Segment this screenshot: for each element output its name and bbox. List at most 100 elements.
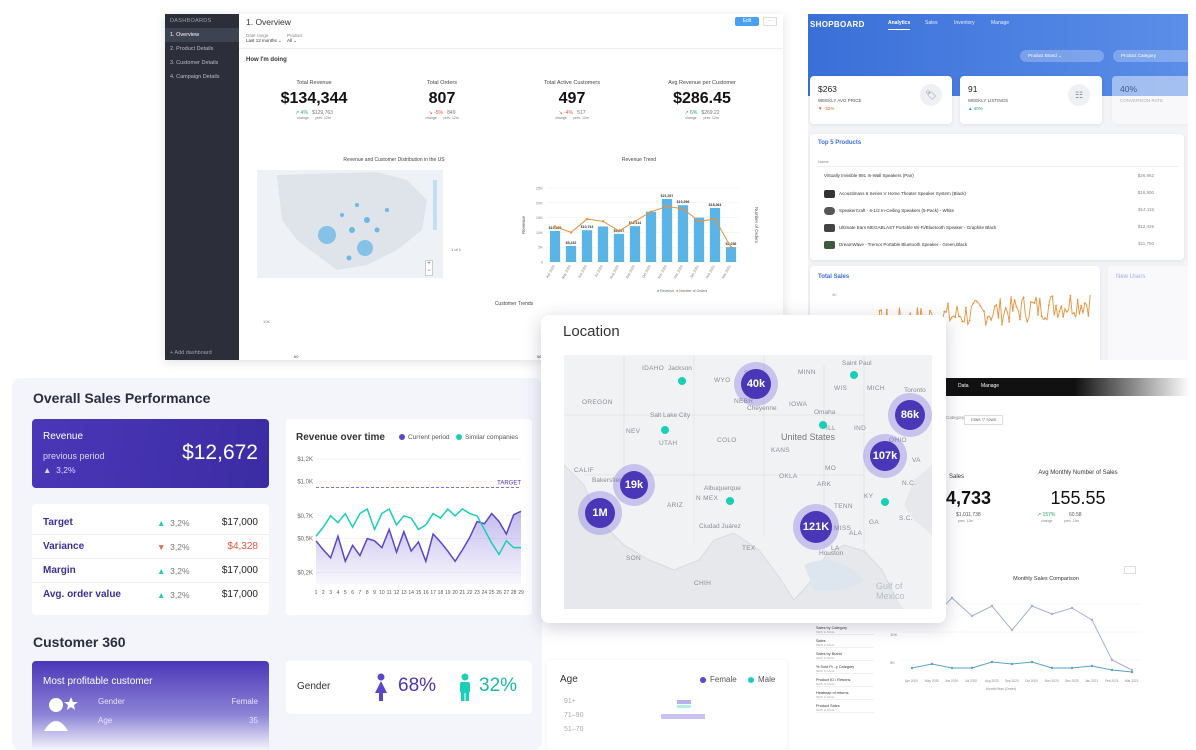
list-item[interactable]: Virtually Invisible 891 In-Wall Speakers…	[824, 173, 1154, 178]
product-category-dropdown[interactable]: Product Category	[1113, 50, 1188, 62]
nav-analytics[interactable]: Analytics	[888, 20, 911, 30]
x-tick-label: 16	[423, 590, 429, 596]
location-bubble[interactable]: 121K	[800, 511, 832, 543]
location-marker[interactable]	[819, 421, 827, 429]
x-tick-label: 9	[373, 590, 376, 596]
x-tick-label: 25	[489, 590, 495, 596]
table-row[interactable]: Variance ▼ 3,2% $4,328	[32, 535, 269, 559]
x-tick-label: 1	[315, 590, 318, 596]
chart-type-icon[interactable]	[1124, 566, 1136, 574]
x-tick-label: Jul 2020	[594, 264, 604, 278]
x-tick-label: 28	[511, 590, 517, 596]
revenue-bar	[645, 211, 657, 262]
location-bubble[interactable]: 19k	[620, 471, 648, 499]
x-tick-label: 27	[504, 590, 510, 596]
sidebar-item-product-details[interactable]: 2. Product Details	[170, 46, 214, 52]
location-map[interactable]: IDAHO OREGON NEV UTAH CALIF ARIZ N MEX COLO KANS…	[564, 355, 932, 609]
kpi-prev: 517	[577, 110, 586, 116]
total-sales-point	[1026, 320, 1029, 323]
revenue-card[interactable]: Revenue previous period ▲ 3,2% $12,672	[32, 419, 269, 488]
list-item[interactable]: SpeakerCraft - 6-1/2 In-Ceiling Speakers…	[824, 207, 1154, 215]
state-label: IOWA	[789, 401, 808, 408]
product-filter[interactable]: Product All ⌄	[287, 33, 303, 44]
metric-name: Variance	[43, 541, 85, 552]
divider	[239, 48, 783, 49]
most-profitable-customer-card[interactable]: Most profitable customer Gender Female Ag…	[32, 661, 269, 750]
list-item[interactable]: Product Sales NEW & SALE	[816, 704, 874, 713]
land-shape	[277, 172, 427, 270]
table-row[interactable]: Target ▲ 3,2% $17,000	[32, 511, 269, 535]
x-tick-label: Jun 2020	[945, 679, 959, 683]
list-item[interactable]: Product ID / Returns NEW & SALE	[816, 678, 874, 687]
x-tick-label: Aug 2020	[609, 264, 620, 279]
location-marker[interactable]	[881, 498, 889, 506]
row-value: 35	[249, 716, 258, 725]
us-distribution-map[interactable]	[257, 170, 443, 278]
sidebar-item-customer-details[interactable]: 3. Customer Details	[170, 60, 219, 66]
product-brand-dropdown[interactable]: Product Brand ⌄	[1020, 50, 1104, 62]
x-tick-label: 5	[344, 590, 347, 596]
divider	[816, 166, 1178, 167]
sidebar-item-campaign-details[interactable]: 4. Campaign Details	[170, 74, 220, 80]
x-tick-label: 20	[452, 590, 458, 596]
map-shapes	[277, 172, 437, 270]
list-item[interactable]: Heatmap of returns NEW & SALE	[816, 691, 874, 700]
x-tick-label: Nov 2020	[657, 264, 668, 279]
location-marker[interactable]	[726, 497, 734, 505]
state-label: NEBR	[734, 398, 754, 405]
nav-manage[interactable]: Manage	[991, 20, 1010, 26]
x-tick-label: Jan 2021	[1085, 679, 1099, 683]
state-label: OREGON	[582, 399, 613, 406]
total-sales-point	[1058, 310, 1061, 313]
city-label: Albuquerque	[704, 485, 741, 492]
bar-data-label: $5,036	[726, 242, 737, 246]
revenue-change: ▲ 3,2%	[43, 465, 76, 475]
nav-data[interactable]: Data	[958, 383, 969, 389]
total-sales-point	[950, 316, 953, 319]
series-point	[970, 614, 974, 618]
list-item[interactable]: Acoustimass 6 Series V Home Theater Spea…	[824, 190, 1154, 198]
edit-button[interactable]: Edit	[735, 17, 759, 26]
list-item[interactable]: Sales by Brand NEW & SALE	[816, 652, 874, 661]
product-value: $12,425	[1137, 224, 1154, 229]
x-tick-label: 24	[482, 590, 488, 596]
table-row[interactable]: Margin ▲ 3,2% $17,000	[32, 559, 269, 583]
location-bubble[interactable]: 40k	[741, 369, 771, 399]
card-title: Gender	[297, 681, 331, 692]
nav-inventory[interactable]: Inventory	[954, 20, 975, 26]
age-card: Age Female Male 91+ 71–90 51–70	[547, 660, 787, 750]
series-point	[930, 662, 934, 666]
list-item[interactable]: Sales NEW & SALE	[816, 639, 874, 648]
product-value: $16,800	[1137, 190, 1154, 195]
list-item[interactable]: DreamWave - Tremor Portable Bluetooth Sp…	[824, 241, 1154, 249]
nav-manage[interactable]: Manage	[981, 383, 1000, 389]
x-tick-label: 12	[394, 590, 400, 596]
nav-sales[interactable]: Sales	[925, 20, 938, 26]
legend-label: Similar companies	[465, 434, 519, 441]
filter-label: Product	[287, 33, 303, 38]
location-bubble[interactable]: 1M	[585, 498, 615, 528]
list-item[interactable]: Ultimate Ears MEGABLAST Portable Wi-Fi/B…	[824, 224, 1154, 232]
list-item[interactable]: % Sold Pr...y Category NEW & SALE	[816, 665, 874, 674]
total-sales-point	[1011, 310, 1014, 312]
location-bubble[interactable]: 86k	[895, 400, 925, 430]
table-row[interactable]: Avg. order value ▲ 3,2% $17,000	[32, 583, 269, 607]
x-tick-label: 19	[445, 590, 451, 596]
location-marker[interactable]	[850, 371, 858, 379]
legend-label: Revenue	[660, 289, 675, 293]
list-item[interactable]: Sales by Category NEW & SALE	[816, 626, 874, 635]
sidebar-item-overview[interactable]: 1. Overview	[165, 28, 239, 42]
total-sales-point	[885, 308, 888, 311]
location-marker[interactable]	[661, 426, 669, 434]
map-pager[interactable]: 1 of 1	[451, 247, 462, 252]
location-bubble[interactable]: 107k	[870, 441, 900, 471]
zoom-controls[interactable]: + −	[425, 260, 433, 276]
more-options-button[interactable]: ···	[763, 17, 777, 26]
date-range-filter[interactable]: Date range Last 12 months ⌄	[246, 33, 282, 44]
female-icon	[375, 673, 387, 701]
state-label: KY	[864, 493, 874, 500]
add-dashboard-button[interactable]: + Add dashboard	[170, 350, 212, 356]
state-label: VA	[912, 457, 921, 464]
category-filter[interactable]: rows ▽ rows	[964, 415, 1003, 425]
location-marker[interactable]	[678, 377, 686, 385]
